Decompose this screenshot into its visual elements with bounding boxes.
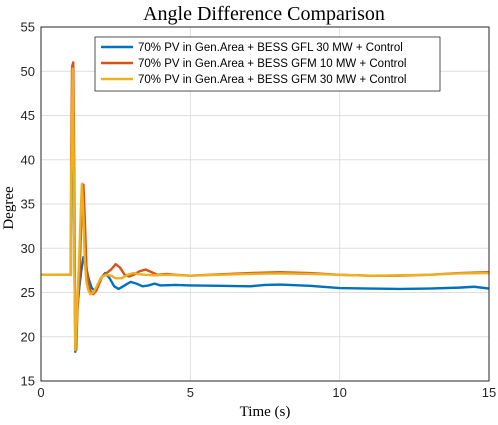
x-tick-label: 0 <box>37 385 44 400</box>
legend-label-3: 70% PV in Gen.Area + BESS GFM 30 MW + Co… <box>138 74 406 86</box>
y-tick-label: 35 <box>21 197 35 212</box>
y-axis-title: Degree <box>1 186 17 230</box>
y-tick-label: 20 <box>21 329 35 344</box>
axis-ticks: 15 20 25 30 35 40 45 50 55 0 5 10 15 <box>21 20 497 401</box>
legend: 70% PV in Gen.Area + BESS GFL 30 MW + Co… <box>94 36 441 92</box>
x-tick-label: 10 <box>332 385 346 400</box>
y-tick-label: 40 <box>21 152 35 167</box>
legend-label-2: 70% PV in Gen.Area + BESS GFM 10 MW + Co… <box>138 58 406 70</box>
series-line-1 <box>41 101 490 353</box>
y-tick-label: 30 <box>21 241 35 256</box>
x-axis-title: Time (s) <box>240 404 291 420</box>
y-tick-label: 45 <box>21 108 35 123</box>
chart-title: Angle Difference Comparison <box>143 3 385 25</box>
legend-box <box>94 36 441 92</box>
x-tick-label: 5 <box>187 385 194 400</box>
plot-border <box>40 26 490 382</box>
legend-label-1: 70% PV in Gen.Area + BESS GFL 30 MW + Co… <box>138 42 403 54</box>
y-tick-label: 25 <box>21 285 35 300</box>
x-tick-label: 15 <box>482 385 496 400</box>
series-line-3 <box>41 67 490 352</box>
y-tick-label: 50 <box>21 64 35 79</box>
y-tick-label: 55 <box>21 20 35 35</box>
y-tick-label: 15 <box>21 374 35 389</box>
series-layer <box>41 61 490 353</box>
